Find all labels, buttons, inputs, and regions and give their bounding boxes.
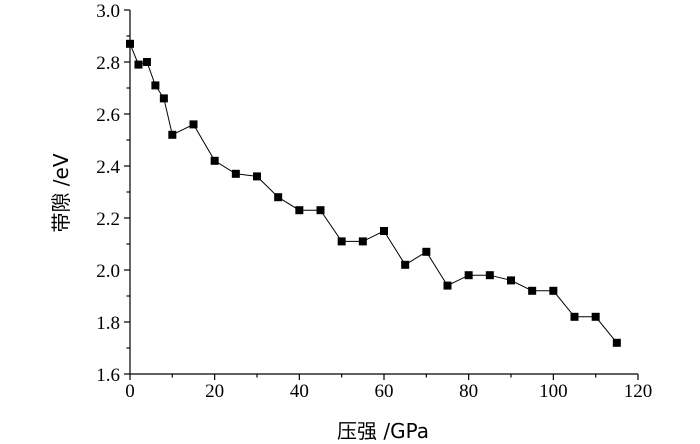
data-point [134, 60, 143, 69]
series-line [129, 43, 618, 344]
data-point [210, 156, 219, 165]
x-tick-label: 80 [459, 381, 478, 402]
data-point [231, 169, 240, 178]
data-point [168, 130, 177, 139]
x-axis-label: 压强 /GPa [337, 419, 429, 443]
axes: 0 20 40 60 80 100 120 1.6 1.8 2.0 2.2 2.4 2.6 2.8 3.0 [96, 1, 652, 402]
data-point [274, 193, 283, 202]
data-point [316, 206, 325, 215]
data-point [295, 206, 304, 215]
data-point [358, 237, 367, 246]
x-tick-label: 20 [205, 381, 224, 402]
data-point [151, 81, 160, 90]
x-tick-label: 120 [624, 381, 653, 402]
plot-area [126, 39, 621, 347]
data-point [126, 39, 134, 48]
y-tick-label: 2.6 [96, 105, 120, 126]
data-point [570, 312, 579, 321]
data-point [549, 286, 558, 295]
data-point [591, 312, 600, 321]
y-tick-label: 2.0 [96, 261, 120, 282]
y-tick-label: 1.8 [96, 313, 120, 334]
x-tick-label: 60 [375, 381, 394, 402]
y-tick-label: 2.4 [96, 157, 120, 178]
x-tick-label: 100 [539, 381, 568, 402]
data-point [380, 227, 388, 235]
data-point [253, 172, 261, 181]
data-point [464, 271, 473, 280]
data-point [189, 120, 198, 129]
data-point [401, 260, 410, 269]
data-point [528, 286, 537, 295]
y-tick-label: 2.2 [96, 209, 120, 230]
y-tick-label: 1.6 [96, 365, 120, 386]
y-axis-label: 带隙 /eV [49, 153, 73, 232]
x-tick-label: 40 [290, 381, 309, 402]
data-point [507, 276, 515, 285]
data-point [337, 237, 346, 246]
data-point [485, 271, 494, 280]
x-tick-label: 0 [125, 381, 135, 402]
data-point [443, 281, 452, 290]
y-tick-label: 3.0 [96, 1, 120, 22]
data-point [612, 338, 621, 347]
data-point [159, 94, 168, 103]
data-point [142, 58, 151, 66]
y-tick-label: 2.8 [96, 53, 120, 74]
data-point [422, 247, 431, 256]
